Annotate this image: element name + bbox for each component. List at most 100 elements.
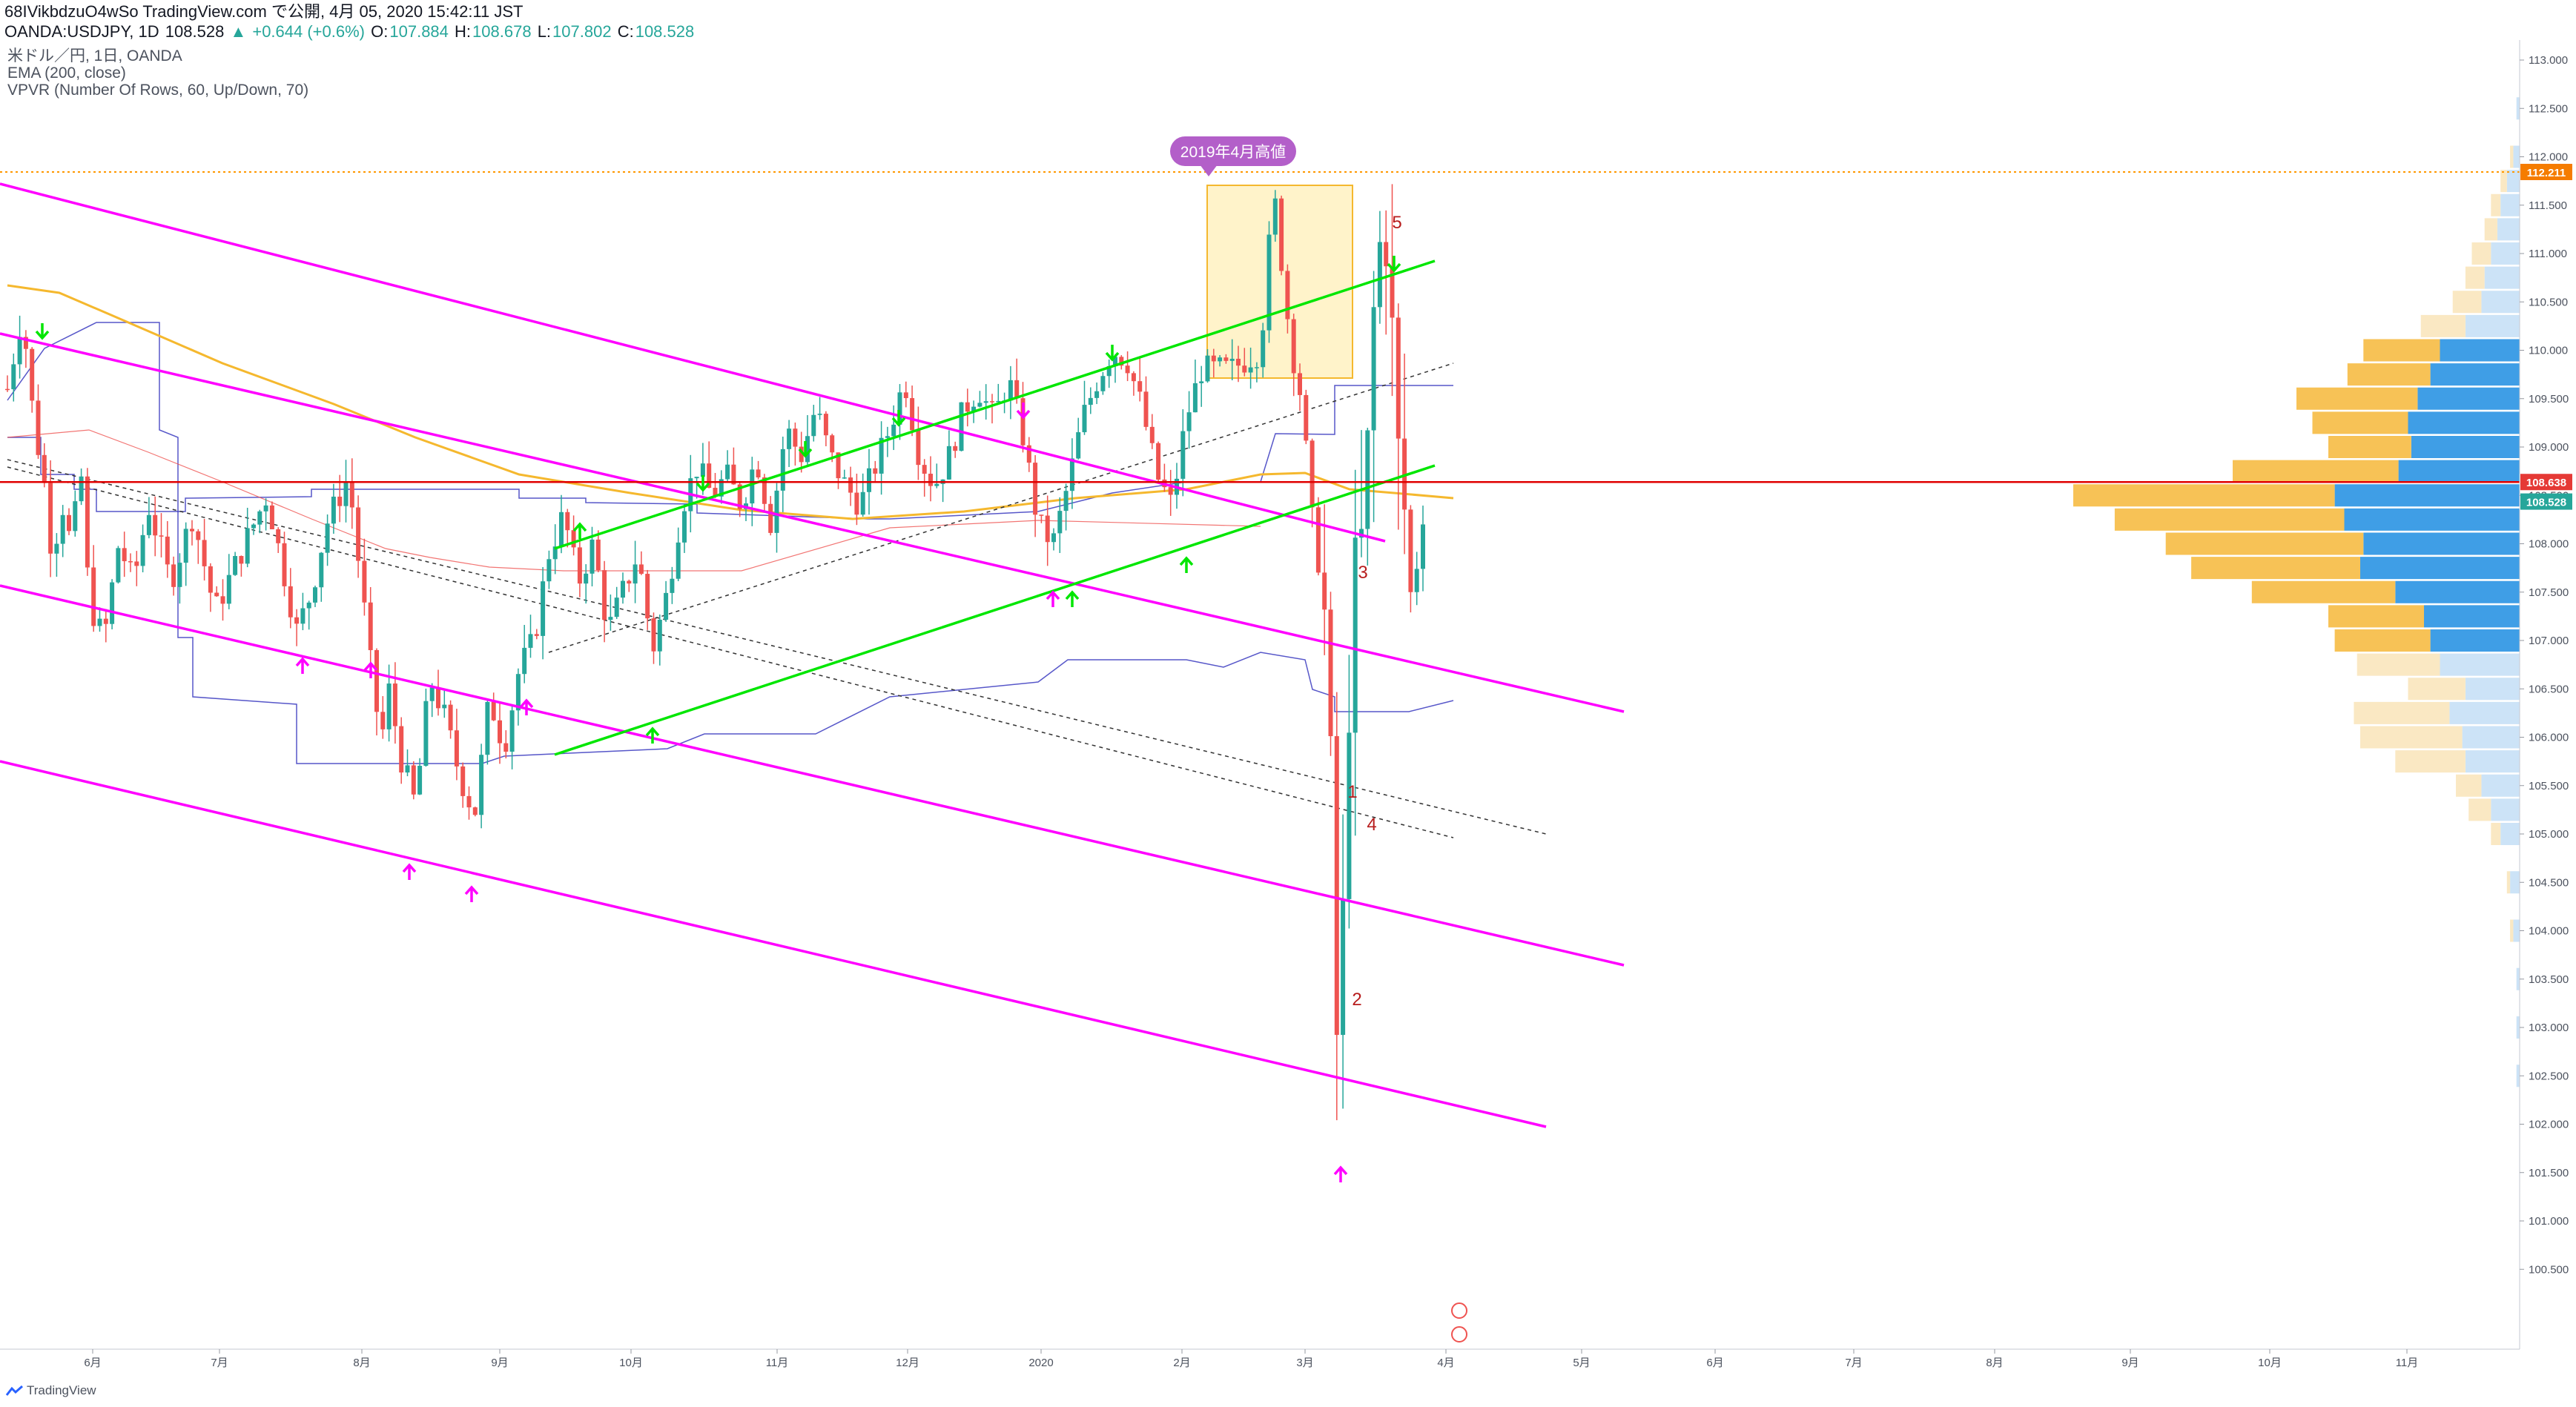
y-tick-label: 107.500	[2529, 586, 2569, 599]
vp-down-bar	[2328, 605, 2424, 628]
candle	[67, 508, 71, 535]
legend-vpvr[interactable]: VPVR (Number Of Rows, 60, Up/Down, 70)	[7, 82, 309, 99]
candle-body	[657, 619, 662, 652]
candle	[1384, 210, 1389, 335]
candle-body	[269, 505, 274, 529]
change: +0.644 (+0.6%)	[252, 22, 366, 41]
candle-body	[1039, 514, 1044, 516]
candle-body	[1020, 398, 1026, 446]
annotation-bubble	[1170, 136, 1296, 166]
candle	[1359, 430, 1364, 557]
candle	[282, 532, 287, 597]
candle-body	[1322, 572, 1327, 610]
vp-down-bar	[2312, 411, 2408, 434]
candle-body	[1218, 357, 1223, 362]
candle	[657, 614, 662, 666]
candle-body	[1211, 355, 1216, 362]
candle-body	[1137, 381, 1143, 392]
candle-body	[23, 337, 28, 349]
y-axis: 100.500 101.000 101.500 102.000 102.500 103.0…	[2519, 40, 2576, 1379]
candle-body	[103, 618, 108, 624]
candle-body	[153, 514, 158, 536]
candle	[811, 405, 816, 442]
candle	[774, 483, 779, 553]
candle	[1396, 303, 1401, 530]
vp-down-bar	[2073, 484, 2335, 507]
arrow-down-icon	[1387, 256, 1401, 273]
vp-down-bar	[2363, 339, 2440, 362]
candle-body	[208, 566, 213, 593]
candle	[682, 503, 687, 553]
candle	[1254, 362, 1259, 383]
last-price: 108.528	[165, 22, 225, 41]
candle	[1199, 365, 1204, 407]
candle-body	[860, 491, 865, 515]
candle-body	[633, 564, 638, 584]
candle-body	[1328, 609, 1333, 737]
candle	[294, 609, 300, 646]
arrow-up-icon	[645, 726, 660, 744]
candle-body	[731, 464, 736, 485]
candle-body	[1298, 373, 1302, 395]
candle	[110, 579, 115, 630]
indicator-legend: 米ドル／円, 1日, OANDA EMA (200, close) VPVR (…	[7, 47, 308, 99]
candle	[509, 704, 515, 769]
low-label: L:	[537, 22, 552, 41]
candle-body	[614, 597, 619, 618]
candle	[1026, 437, 1031, 472]
candle	[645, 569, 650, 630]
legend-symbol[interactable]: 米ドル／円, 1日, OANDA	[7, 47, 182, 64]
symbol[interactable]: OANDA:USDJPY, 1D	[4, 22, 159, 41]
candle-body	[214, 592, 219, 597]
candle	[140, 524, 145, 573]
candle	[116, 546, 121, 584]
candle	[621, 572, 625, 604]
candle-body	[146, 514, 151, 535]
candle	[374, 648, 379, 736]
close-label: C:	[617, 22, 634, 41]
price-chart[interactable]: 6月 7月 8月 9月 10月 11月 12月 2020 2月 3月 4月 5月 6月 7月 8月 9月 10月…	[0, 40, 2576, 1379]
candle-body	[910, 398, 915, 431]
candle-body	[485, 701, 490, 755]
candle-body	[386, 683, 392, 729]
candle	[1106, 359, 1112, 388]
candle-body	[1254, 367, 1259, 368]
candle-body	[159, 535, 164, 537]
arrow-up-icon	[402, 863, 417, 880]
candle	[1242, 348, 1247, 377]
candle-body	[1069, 458, 1074, 491]
candle	[817, 397, 822, 420]
candle	[1180, 409, 1186, 497]
candle-body	[541, 581, 546, 636]
candle	[42, 443, 47, 488]
vp-up-bar	[2465, 750, 2520, 773]
x-tick-label: 11月	[2396, 1357, 2419, 1369]
legend-ema[interactable]: EMA (200, close)	[7, 64, 126, 82]
candle-body	[140, 534, 145, 566]
y-tick-label: 112.000	[2529, 151, 2568, 164]
vp-down-bar	[2420, 314, 2466, 337]
close-value: 108.528	[635, 22, 695, 41]
vp-up-bar	[2516, 967, 2520, 990]
candle-body	[423, 701, 429, 767]
candle-body	[60, 514, 65, 544]
candle	[485, 699, 490, 765]
candle-body	[830, 435, 835, 453]
candle-body	[780, 448, 785, 491]
candle-body	[460, 766, 466, 796]
candle	[1094, 382, 1100, 405]
candle	[122, 532, 127, 577]
vp-down-bar	[2491, 193, 2501, 216]
candle-body	[503, 743, 509, 752]
candle	[571, 515, 576, 556]
candle-body	[595, 539, 601, 571]
candle-body	[429, 687, 435, 701]
candle-body	[1033, 463, 1038, 515]
candle-body	[42, 454, 47, 483]
trendline-lower	[554, 464, 1436, 756]
event-marker-icon	[1451, 1302, 1467, 1319]
candle	[263, 498, 268, 531]
candle-body	[1205, 355, 1210, 382]
vp-down-bar	[2357, 653, 2440, 676]
arrow-up-icon	[1046, 590, 1060, 607]
